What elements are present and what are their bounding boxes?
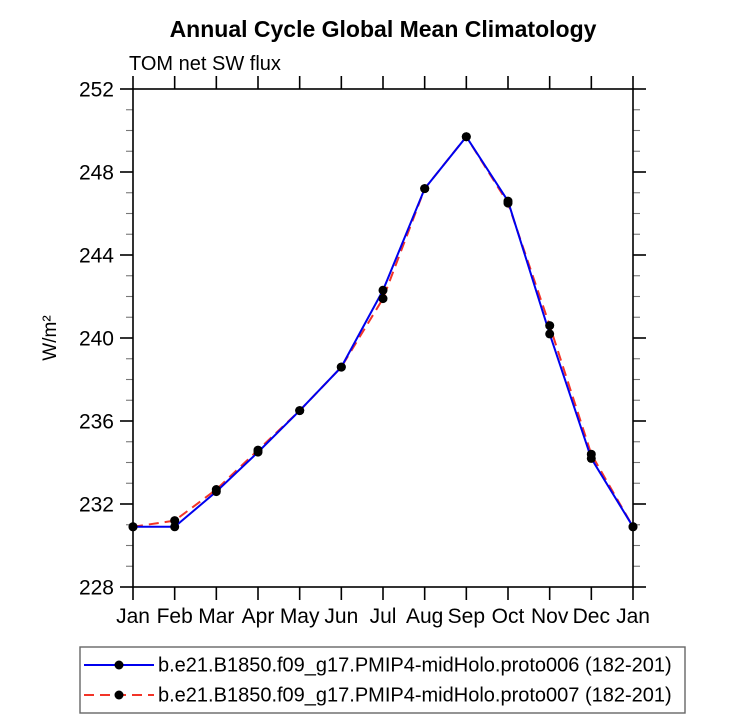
data-point-s1-Mar: [211, 485, 221, 494]
x-tick-label: Oct: [492, 605, 525, 628]
axis-major-ticks: [120, 76, 646, 600]
data-point-s1-Aug: [420, 184, 430, 194]
x-tick-label: Apr: [242, 605, 275, 628]
x-tick-label: Jan: [616, 605, 650, 628]
chart-title: Annual Cycle Global Mean Climatology: [170, 16, 597, 42]
series-markers: [128, 132, 638, 532]
x-tick-label: Jun: [324, 605, 358, 628]
y-tick-label: 244: [79, 245, 114, 268]
data-point-s1-Oct: [503, 198, 513, 208]
x-tick-label: Dec: [573, 605, 610, 628]
axis-minor-ticks: [126, 109, 640, 567]
data-point-s1-Dec: [586, 449, 596, 459]
legend-label-proto006: b.e21.B1850.f09_g17.PMIP4-midHolo.proto0…: [158, 655, 672, 677]
data-point-s1-May: [295, 406, 305, 416]
data-point-s1-Feb: [170, 516, 180, 526]
x-tick-label: Nov: [531, 605, 569, 628]
legend-label-proto007: b.e21.B1850.f09_g17.PMIP4-midHolo.proto0…: [158, 685, 672, 707]
series-line-1: [132, 134, 634, 528]
data-point-s0-Feb: [170, 522, 180, 532]
data-point-s1-Jan: [628, 522, 638, 532]
y-tick-label: 252: [79, 79, 114, 102]
x-tick-label: Feb: [157, 605, 193, 628]
chart-subtitle: TOM net SW flux: [129, 53, 281, 75]
legend-marker-proto006: [114, 660, 124, 670]
data-point-s1-Sep: [461, 132, 471, 142]
y-tick-label: 248: [79, 162, 114, 185]
data-point-s1-Jun: [336, 362, 346, 372]
series-line-0: [133, 134, 634, 528]
plot-frame: [132, 88, 634, 588]
y-tick-label: 228: [79, 577, 114, 600]
data-point-s1-Nov: [545, 321, 555, 331]
series-lines: [132, 134, 634, 528]
x-tick-label: Jul: [370, 605, 397, 628]
y-tick-label: 240: [79, 328, 114, 351]
x-tick-label: Mar: [198, 605, 234, 628]
legend-box: [79, 646, 686, 714]
x-tick-label: Sep: [448, 605, 485, 628]
y-axis-label: W/m²: [40, 315, 61, 360]
x-tick-label: Jan: [116, 605, 150, 628]
x-tick-labels: Jan Feb Mar Apr May Jun Jul Aug Sep Oct Nov Dec Jan: [116, 605, 650, 628]
y-tick-labels: 228 232 236 240 244 248 252: [79, 79, 114, 600]
legend-marker-proto007: [114, 690, 124, 700]
data-point-s1-Apr: [253, 445, 263, 455]
y-tick-label: 232: [79, 494, 114, 517]
x-tick-label: May: [280, 605, 320, 628]
data-point-s1-Jul: [378, 294, 388, 304]
y-tick-label: 236: [79, 411, 114, 434]
plot-frame-rect: [132, 88, 634, 588]
data-point-s0-Nov: [545, 329, 555, 339]
data-point-s0-Jul: [378, 285, 388, 295]
legend: b.e21.B1850.f09_g17.PMIP4-midHolo.proto0…: [79, 646, 686, 714]
x-tick-label: Aug: [406, 605, 443, 628]
data-point-s1-Jan: [128, 522, 138, 532]
